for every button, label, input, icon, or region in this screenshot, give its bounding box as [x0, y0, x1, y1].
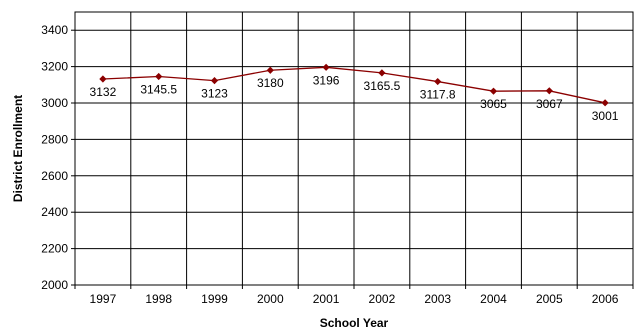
data-label: 3123 [201, 87, 228, 101]
data-point-marker [601, 99, 609, 107]
x-tick-label: 1998 [145, 292, 172, 306]
data-label: 3145.5 [140, 83, 177, 97]
data-point-marker [322, 63, 330, 71]
data-point-marker [99, 75, 107, 83]
x-tick-label: 2006 [592, 292, 619, 306]
data-label: 3132 [90, 85, 117, 99]
data-point-marker [434, 77, 442, 86]
data-point-marker [210, 77, 219, 85]
data-label: 3196 [313, 73, 340, 87]
y-tick-label: 2800 [41, 132, 68, 146]
x-tick-label: 2003 [424, 292, 451, 306]
data-label: 3117.8 [420, 88, 456, 102]
data-label: 3067 [536, 97, 563, 111]
data-point-marker [545, 87, 553, 95]
gridlines [75, 12, 633, 286]
x-tick-label: 2002 [369, 292, 396, 306]
x-axis-ticks: 1997 1998 1999 2000 2001 2002 2003 2004 2005 2006 [74, 285, 634, 306]
y-tick-label: 2600 [41, 169, 68, 183]
data-point-marker [155, 72, 163, 81]
y-tick-label: 2000 [41, 278, 68, 292]
series-line [102, 66, 606, 104]
x-tick-label: 2001 [313, 292, 340, 306]
y-tick-label: 3200 [41, 60, 68, 74]
y-tick-label: 2400 [41, 205, 68, 219]
x-tick-label: 1999 [201, 292, 228, 306]
data-label: 3165.5 [364, 79, 401, 93]
data-label: 3001 [592, 109, 619, 123]
x-tick-label: 2004 [480, 292, 507, 306]
data-point-marker [489, 87, 498, 95]
y-tick-label: 3000 [41, 96, 68, 110]
x-axis-title: School Year [320, 316, 389, 330]
data-point-marker [266, 66, 274, 74]
data-label: 3180 [257, 76, 284, 90]
series-layer [99, 63, 609, 107]
x-tick-label: 2000 [257, 292, 284, 306]
x-tick-label: 2005 [536, 292, 563, 306]
y-tick-label: 3400 [41, 23, 68, 37]
data-labels: 3132 3145.5 3123 3180 3196 3165.5 3117.8 3065 30… [90, 73, 619, 122]
data-point-marker [378, 69, 386, 77]
data-label: 3065 [480, 97, 507, 111]
y-axis-ticks: 2000 2200 2400 2600 2800 3000 3200 3400 [41, 23, 75, 292]
y-tick-label: 2200 [41, 242, 68, 256]
y-axis-title: District Enrollment [11, 95, 25, 202]
x-tick-label: 1997 [90, 292, 117, 306]
